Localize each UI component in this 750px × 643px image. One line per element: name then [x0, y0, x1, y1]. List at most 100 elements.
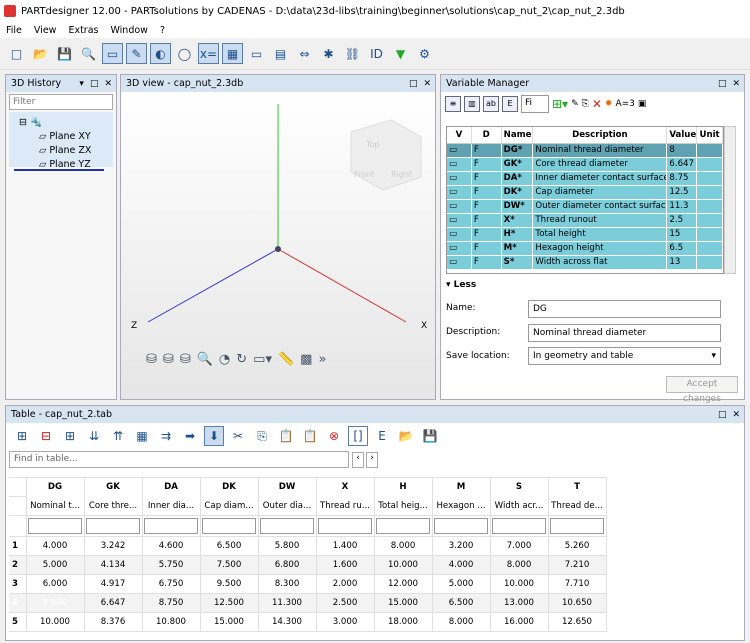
table-row[interactable]: 5 10.000 8.376 10.800 15.000 14.300 3.000 18.00… [9, 612, 607, 632]
table-cell[interactable]: 8.000 [25, 593, 85, 613]
menu-extras[interactable]: Extras [68, 24, 99, 36]
formula-icon[interactable]: F [472, 186, 502, 199]
view-select-icon[interactable]: ▭▾ [253, 352, 272, 367]
row-number[interactable]: 2 [9, 555, 27, 575]
copy-icon[interactable]: ⎘ [581, 99, 589, 109]
vm-search-input[interactable]: Fi [521, 95, 549, 113]
table-cell[interactable]: 11.300 [257, 593, 317, 613]
table-cell[interactable]: 8.000 [431, 612, 491, 632]
sketch-icon[interactable]: ◐ [150, 43, 171, 64]
delete-icon[interactable]: ✕ [591, 97, 602, 111]
save-location-select[interactable]: In geometry and table ▾ [528, 347, 721, 365]
table-row[interactable]: 4 8.000 6.647 8.750 12.500 11.300 2.500 15.000 6… [9, 593, 607, 613]
column-filter-input[interactable] [28, 518, 82, 534]
dropdown-icon[interactable]: ▾ [79, 78, 84, 89]
formula-icon[interactable]: F [472, 144, 502, 157]
tree-root[interactable]: ⊟ 🔩 [19, 117, 42, 128]
tree-item-plane-xy[interactable]: ▱ Plane XY [39, 131, 91, 142]
table-cell[interactable]: 8.000 [489, 555, 549, 575]
column-filter-input[interactable] [318, 518, 372, 534]
pan-icon[interactable]: ◔ [218, 352, 231, 367]
table-cell[interactable]: 4.000 [25, 536, 85, 556]
table-cell[interactable]: 12.000 [373, 574, 433, 594]
search-icon[interactable]: 🔍 [81, 46, 96, 61]
copy-icon[interactable]: ⎘ [257, 428, 267, 443]
table-cell[interactable]: 16.000 [489, 612, 549, 632]
cube-top[interactable]: Top [366, 140, 380, 149]
open-icon[interactable]: 📂 [33, 46, 48, 61]
table-cell[interactable]: 10.800 [141, 612, 201, 632]
table-cell[interactable]: 15.000 [373, 593, 433, 613]
import-icon[interactable]: ⇊ [88, 429, 100, 443]
save-icon[interactable]: 💾 [422, 429, 438, 443]
column-filter-input[interactable] [492, 518, 546, 534]
description-field[interactable]: Nominal thread diameter [528, 324, 721, 342]
export-icon[interactable]: ▣ [637, 99, 647, 109]
table-cell[interactable]: 7.210 [547, 555, 607, 575]
export-icon[interactable]: ▼ [395, 46, 406, 61]
col-name[interactable]: Name [502, 127, 534, 143]
table-cell[interactable]: 5.260 [547, 536, 607, 556]
table-cell[interactable]: 4.134 [83, 555, 143, 575]
cube-right[interactable]: Right [391, 170, 413, 179]
table-cell[interactable]: 4.917 [83, 574, 143, 594]
list-icon[interactable]: ≡ [445, 96, 461, 112]
open-icon[interactable]: 📂 [398, 429, 414, 443]
row-number[interactable]: 5 [9, 612, 27, 632]
table-cell[interactable]: 10.000 [373, 555, 433, 575]
table-cell[interactable]: 3.000 [315, 612, 375, 632]
menu-view[interactable]: View [33, 24, 57, 36]
table-cell[interactable]: 12.500 [199, 593, 259, 613]
table-cell[interactable]: 6.000 [25, 574, 85, 594]
table-cell[interactable]: 2.500 [315, 593, 375, 613]
table-row[interactable]: 1 4.000 3.242 4.600 6.500 5.800 1.400 8.000 3.20… [9, 536, 607, 556]
add-row-icon[interactable]: ⊞ [16, 429, 28, 443]
e-x-icon[interactable]: E [502, 96, 518, 112]
mesh-icon[interactable]: ▩ [300, 352, 313, 367]
window-icon[interactable]: ▭ [250, 46, 263, 61]
delete-row-icon[interactable]: ⊟ [40, 429, 52, 443]
table-cell[interactable]: 15.000 [199, 612, 259, 632]
table-cell[interactable]: 4.000 [431, 555, 491, 575]
view-icon[interactable]: ▭ [102, 43, 123, 64]
cylinder-solid-icon[interactable]: ⛁ [179, 352, 191, 367]
cube-front[interactable]: Front [354, 170, 375, 179]
shape-icon[interactable]: ◯ [177, 46, 192, 61]
visible-checkbox-icon[interactable]: ▭ [447, 228, 472, 241]
column-filter-input[interactable] [550, 518, 604, 534]
visible-checkbox-icon[interactable]: ▭ [447, 256, 472, 269]
formula-icon[interactable]: F [472, 158, 502, 171]
table-cell[interactable]: 7.500 [199, 555, 259, 575]
visible-checkbox-icon[interactable]: ▭ [447, 186, 472, 199]
id-icon[interactable]: ID [370, 46, 383, 61]
formula-icon[interactable]: F [472, 200, 502, 213]
paste-icon[interactable]: 📋 [278, 429, 294, 443]
ex-icon[interactable]: E [378, 429, 386, 443]
column-header[interactable]: H [373, 477, 433, 497]
table-cell[interactable]: 4.600 [141, 536, 201, 556]
menu-window[interactable]: Window [110, 24, 148, 36]
table-cell[interactable]: 5.800 [257, 536, 317, 556]
transfer-icon[interactable]: ⇉ [160, 429, 172, 443]
float-icon[interactable]: □ [717, 409, 727, 420]
arrow-right-icon[interactable]: ➡ [184, 429, 196, 443]
a-b-icon[interactable]: ab [483, 96, 499, 112]
tree-item-plane-yz[interactable]: ▱ Plane YZ [39, 159, 91, 170]
table-cell[interactable]: 8.750 [141, 593, 201, 613]
grid-icon[interactable]: ▦ [136, 429, 148, 443]
float-icon[interactable]: □ [408, 78, 418, 89]
cylinder-shaded-icon[interactable]: ⛁ [162, 352, 174, 367]
variable-row[interactable]: ▭ F H* Total height 15 [447, 228, 723, 242]
variable-row[interactable]: ▭ F DW* Outer diameter contact surface 11.3 [447, 200, 723, 214]
table-cell[interactable]: 14.300 [257, 612, 317, 632]
table-cell[interactable]: 3.242 [83, 536, 143, 556]
table-cell[interactable]: 5.750 [141, 555, 201, 575]
cylinder-icon[interactable]: ⛁ [146, 352, 157, 367]
table-row[interactable]: 3 6.000 4.917 6.750 9.500 8.300 2.000 12.000 5.0… [9, 574, 607, 594]
prev-icon[interactable]: ‹ [352, 451, 364, 468]
table-cell[interactable]: 1.400 [315, 536, 375, 556]
range-icon[interactable]: [] [348, 426, 368, 446]
visible-checkbox-icon[interactable]: ▭ [447, 144, 472, 157]
variable-row[interactable]: ▭ F X* Thread runout 2.5 [447, 214, 723, 228]
float-icon[interactable]: □ [89, 78, 99, 89]
